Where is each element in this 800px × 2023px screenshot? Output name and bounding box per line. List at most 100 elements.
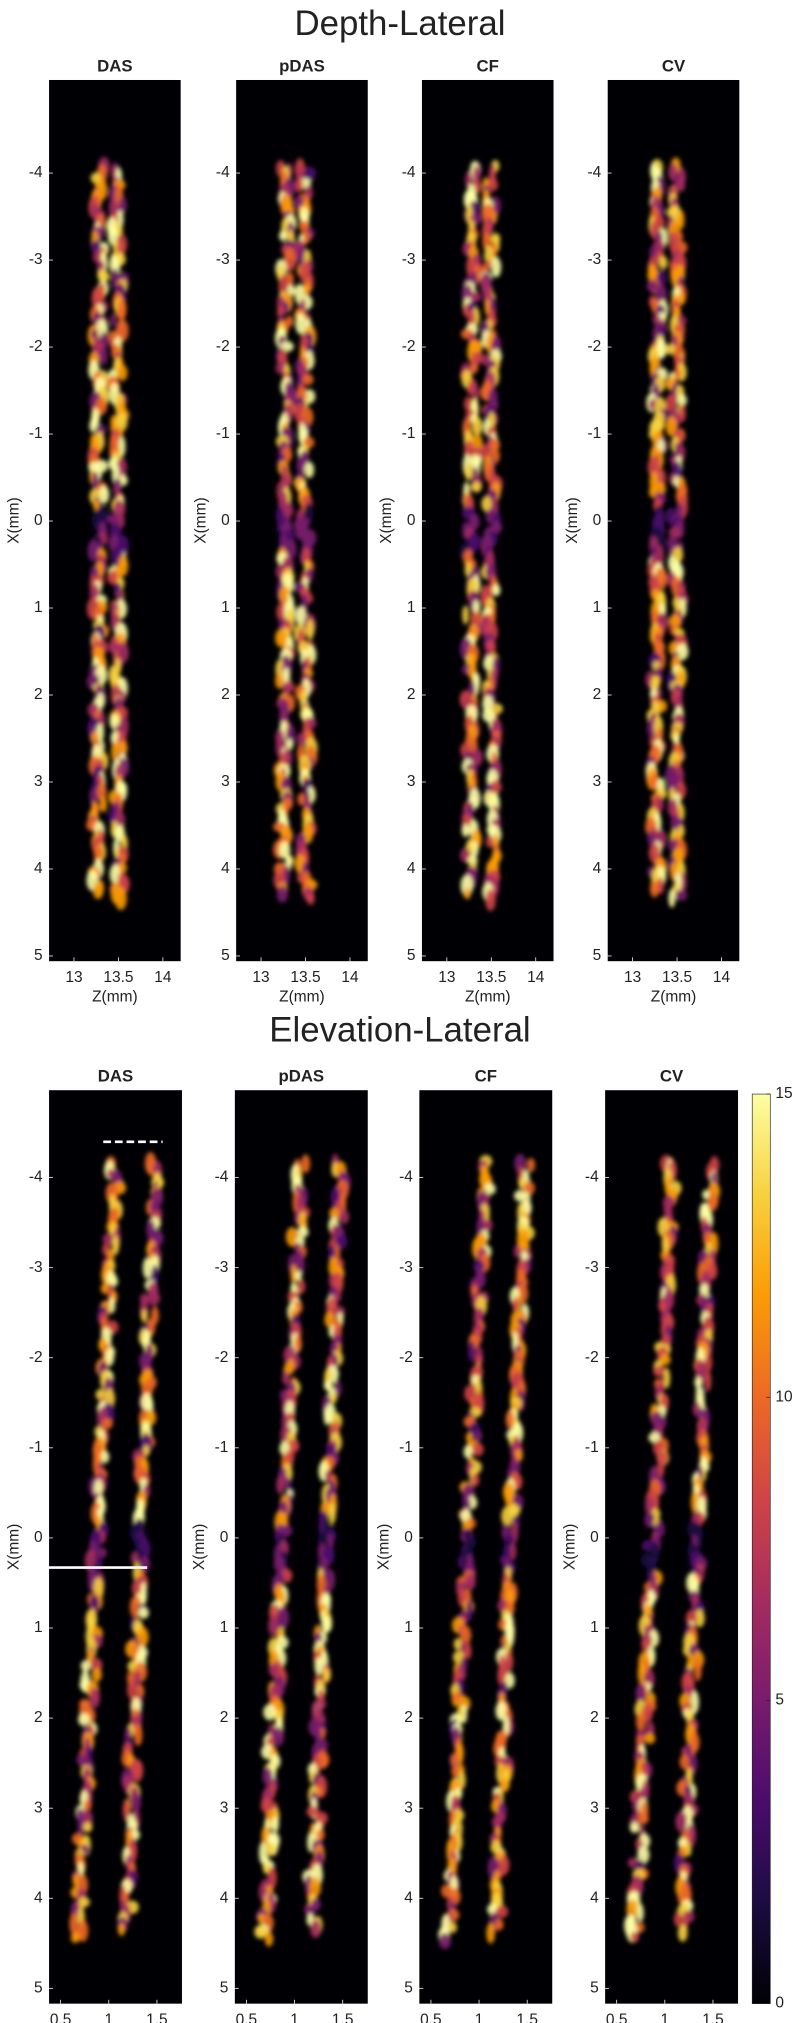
y-tick-label: 3 bbox=[34, 1799, 43, 1816]
speckle bbox=[298, 1254, 305, 1275]
section-title: Depth-Lateral bbox=[294, 4, 505, 43]
speckle bbox=[499, 1778, 510, 1793]
speckle bbox=[694, 1609, 705, 1628]
speckle bbox=[337, 1234, 348, 1250]
speckle bbox=[264, 1931, 274, 1947]
speckle bbox=[96, 1547, 107, 1559]
speckle bbox=[273, 1726, 285, 1747]
speckle bbox=[295, 177, 304, 193]
speckle-image bbox=[645, 157, 689, 908]
speckle bbox=[501, 1506, 513, 1527]
speckle bbox=[675, 1811, 688, 1833]
speckle bbox=[109, 314, 117, 327]
speckle bbox=[676, 643, 689, 661]
speckle bbox=[131, 1792, 141, 1813]
x-tick-label: 13 bbox=[252, 969, 269, 986]
speckle bbox=[694, 1658, 702, 1682]
speckle bbox=[282, 502, 294, 519]
speckle bbox=[339, 1210, 350, 1225]
speckle bbox=[276, 1475, 285, 1495]
y-axis-label: X(mm) bbox=[192, 497, 209, 543]
colorbar-tick-label: 5 bbox=[775, 1692, 784, 1709]
speckle bbox=[459, 1625, 472, 1645]
speckle bbox=[626, 1899, 639, 1920]
y-tick-label: -1 bbox=[585, 1439, 599, 1456]
speckle-image bbox=[624, 1154, 721, 1943]
speckle bbox=[97, 271, 110, 283]
speckle bbox=[329, 1207, 340, 1219]
speckle bbox=[663, 1367, 671, 1389]
speckle bbox=[641, 1638, 651, 1652]
y-tick-label: -1 bbox=[29, 425, 43, 442]
speckle bbox=[314, 1657, 324, 1676]
y-tick-label: -2 bbox=[216, 338, 230, 355]
speckle bbox=[464, 1642, 472, 1660]
speckle bbox=[471, 1473, 480, 1487]
y-tick-label: -2 bbox=[585, 1349, 599, 1366]
speckle bbox=[89, 419, 97, 433]
speckle bbox=[101, 1417, 113, 1430]
x-tick-label: 0.5 bbox=[236, 2012, 258, 2023]
speckle bbox=[263, 1703, 277, 1721]
speckle bbox=[295, 606, 307, 626]
speckle bbox=[107, 224, 119, 246]
speckle bbox=[668, 889, 676, 908]
y-tick-label: 0 bbox=[221, 512, 230, 529]
speckle bbox=[636, 1903, 644, 1923]
speckle bbox=[677, 210, 685, 230]
panel-title: DAS bbox=[98, 1067, 133, 1086]
speckle bbox=[114, 887, 127, 911]
speckle bbox=[107, 641, 120, 654]
panel-title: pDAS bbox=[279, 57, 325, 76]
y-tick-label: -2 bbox=[215, 1349, 229, 1366]
speckle bbox=[655, 545, 665, 568]
y-tick-label: 2 bbox=[407, 686, 416, 703]
speckle bbox=[115, 412, 128, 432]
speckle bbox=[637, 1845, 650, 1865]
speckle bbox=[104, 1348, 115, 1367]
speckle bbox=[328, 1503, 337, 1525]
y-tick-label: 5 bbox=[407, 947, 416, 964]
y-tick-label: 4 bbox=[221, 860, 230, 877]
y-tick-label: 1 bbox=[590, 1619, 599, 1636]
speckle bbox=[492, 584, 501, 597]
speckle bbox=[676, 177, 686, 192]
speckle bbox=[690, 1491, 699, 1514]
speckle bbox=[504, 1486, 515, 1508]
speckle bbox=[505, 1410, 515, 1430]
speckle bbox=[115, 308, 126, 319]
speckle bbox=[704, 1369, 712, 1392]
y-tick-label: 1 bbox=[34, 1619, 43, 1636]
speckle bbox=[278, 274, 289, 298]
speckle bbox=[489, 438, 501, 452]
y-tick-label: -4 bbox=[585, 1169, 599, 1186]
speckle bbox=[279, 1441, 290, 1456]
speckle bbox=[309, 1919, 322, 1938]
speckle bbox=[80, 1660, 91, 1672]
speckle bbox=[286, 1412, 296, 1423]
speckle bbox=[512, 1298, 519, 1312]
speckle bbox=[285, 539, 297, 560]
x-tick-label: 13 bbox=[624, 969, 641, 986]
y-tick-label: -3 bbox=[399, 1259, 413, 1276]
speckle bbox=[296, 455, 306, 476]
speckle bbox=[471, 1442, 484, 1457]
speckle bbox=[334, 1290, 342, 1303]
speckle bbox=[463, 1445, 473, 1459]
y-tick-label: 5 bbox=[221, 947, 230, 964]
x-tick-label: 1.5 bbox=[516, 2012, 538, 2023]
speckle bbox=[485, 889, 496, 912]
speckle bbox=[102, 1233, 115, 1245]
speckle bbox=[677, 825, 685, 838]
speckle bbox=[644, 1732, 656, 1744]
speckle bbox=[314, 1727, 322, 1746]
speckle bbox=[652, 313, 661, 325]
speckle bbox=[514, 1153, 526, 1173]
y-axis-label: X(mm) bbox=[191, 1524, 208, 1570]
y-tick-label: -3 bbox=[588, 251, 602, 268]
speckle bbox=[644, 1496, 654, 1516]
speckle bbox=[656, 727, 664, 742]
speckle bbox=[117, 740, 128, 756]
x-tick-label: 14 bbox=[154, 969, 172, 986]
colorbar-tick-label: 10 bbox=[775, 1388, 792, 1405]
